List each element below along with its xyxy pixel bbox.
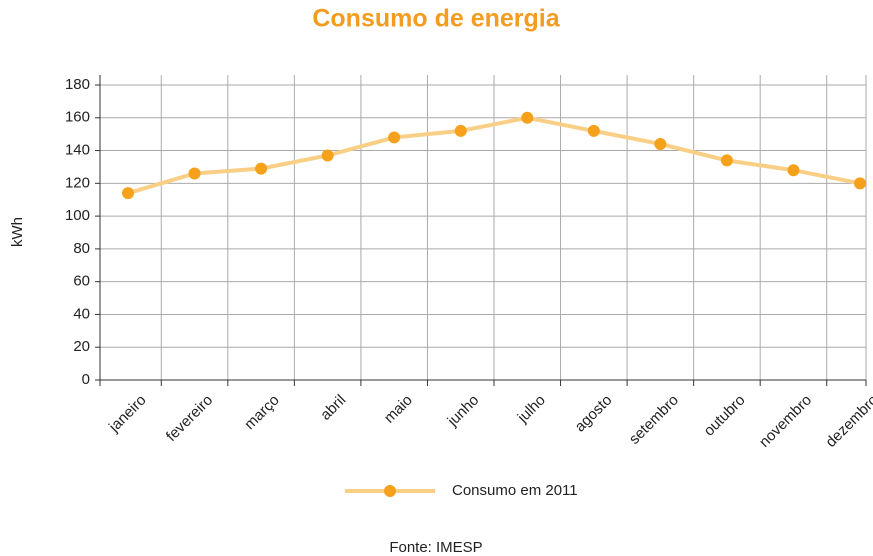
x-tick-label: dezembro	[822, 392, 873, 451]
y-tick-label: 20	[73, 338, 90, 355]
data-point	[321, 149, 334, 162]
data-point	[854, 177, 866, 190]
x-tick-label: novembro	[756, 392, 815, 451]
data-point	[720, 154, 733, 167]
y-tick-label: 100	[65, 207, 90, 224]
data-point	[787, 164, 800, 177]
y-tick-label: 40	[73, 305, 90, 322]
chart-title: Consumo de energia	[312, 5, 560, 33]
y-axis-label: kWh	[9, 217, 26, 247]
series-line	[127, 115, 861, 196]
data-point	[388, 131, 401, 144]
data-point	[122, 187, 134, 200]
x-tick-label: setembro	[626, 392, 682, 448]
x-tick-label: janeiro	[105, 392, 150, 437]
x-tick-label: outubro	[701, 392, 749, 440]
x-tick-label: agosto	[572, 392, 616, 436]
data-point	[188, 167, 201, 180]
x-tick-label: maio	[381, 392, 416, 427]
data-point	[521, 111, 534, 124]
y-tick-label: 80	[73, 240, 90, 257]
y-tick-label: 140	[65, 142, 90, 159]
data-point	[587, 124, 600, 137]
y-tick-label: 160	[65, 109, 90, 126]
y-tick-label: 60	[73, 273, 90, 290]
x-tick-label: fevereiro	[163, 392, 216, 445]
source: Fonte: IMESP	[389, 539, 482, 556]
data-point	[454, 124, 467, 137]
data-point	[654, 138, 667, 150]
y-tick-label: 0	[82, 371, 90, 388]
x-tick-label: março	[241, 392, 282, 433]
data-point	[255, 162, 268, 175]
y-tick-label: 180	[65, 76, 90, 93]
x-tick-label: abril	[317, 392, 349, 424]
x-tick-label: julho	[514, 392, 549, 427]
x-tick-label: junho	[444, 392, 483, 431]
legend-label: Consumo em 2011	[452, 482, 578, 499]
y-tick-label: 120	[65, 174, 90, 191]
legend-marker	[384, 485, 396, 497]
